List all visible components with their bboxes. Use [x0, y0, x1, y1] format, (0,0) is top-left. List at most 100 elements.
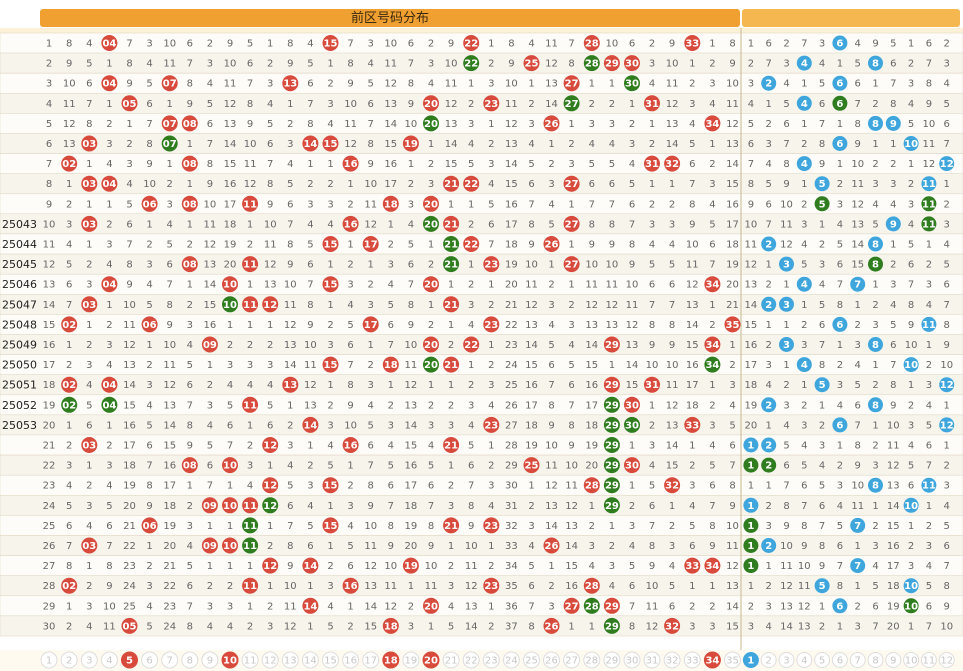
- front-select-ball[interactable]: [301, 651, 319, 669]
- front-select-number[interactable]: 5: [126, 656, 133, 667]
- back-select-number[interactable]: 12: [940, 656, 953, 667]
- back-select-number[interactable]: 1: [747, 656, 754, 667]
- front-select-number[interactable]: 34: [705, 656, 719, 667]
- back-select-ball[interactable]: [920, 652, 937, 668]
- back-select-number[interactable]: 3: [783, 656, 789, 667]
- back-omission-count: 2: [944, 199, 950, 210]
- draw-row: 30 2 4 11 05 5 24 8 4 4 2 3 12 1 5 2 15 18 3 1 5 14 2 37 8 26 1 1 29…: [0, 615, 963, 637]
- back-select-ball[interactable]: [742, 652, 759, 668]
- front-select-number[interactable]: 7: [167, 656, 173, 667]
- back-select-ball[interactable]: [903, 652, 920, 668]
- front-select-ball[interactable]: [683, 651, 701, 669]
- front-select-ball[interactable]: [563, 651, 581, 669]
- front-select-ball[interactable]: [543, 651, 560, 669]
- front-select-number[interactable]: 15: [324, 656, 337, 667]
- front-select-ball[interactable]: [362, 651, 380, 669]
- back-select-number[interactable]: 5: [819, 656, 825, 667]
- back-select-ball[interactable]: [885, 652, 902, 668]
- front-select-number[interactable]: 16: [344, 656, 357, 667]
- front-select-number[interactable]: 30: [626, 656, 639, 667]
- back-select-number[interactable]: 10: [905, 656, 918, 667]
- front-select-number[interactable]: 23: [485, 656, 498, 667]
- front-select-ball[interactable]: [121, 651, 138, 669]
- front-select-ball[interactable]: [322, 651, 339, 669]
- back-select-number[interactable]: 4: [801, 656, 807, 667]
- back-select-ball[interactable]: [867, 652, 884, 668]
- front-select-number[interactable]: 24: [505, 656, 518, 667]
- front-select-ball[interactable]: [40, 651, 58, 669]
- front-select-number[interactable]: 27: [565, 656, 578, 667]
- front-select-ball[interactable]: [161, 651, 179, 669]
- back-select-number[interactable]: 6: [837, 656, 843, 667]
- front-select-ball[interactable]: [261, 651, 279, 669]
- front-select-ball[interactable]: [643, 651, 661, 669]
- front-select-ball[interactable]: [703, 651, 721, 669]
- back-select-ball[interactable]: [814, 652, 831, 668]
- front-select-number[interactable]: 20: [424, 656, 438, 667]
- back-select-number[interactable]: 7: [855, 656, 861, 667]
- back-select-ball[interactable]: [760, 652, 777, 668]
- front-select-number[interactable]: 19: [405, 656, 418, 667]
- back-select-ball[interactable]: [796, 652, 813, 668]
- front-select-number[interactable]: 6: [146, 656, 152, 667]
- front-select-ball[interactable]: [221, 651, 239, 669]
- front-select-number[interactable]: 3: [86, 656, 92, 667]
- front-select-number[interactable]: 32: [666, 656, 679, 667]
- front-select-number[interactable]: 26: [545, 656, 558, 667]
- front-select-ball[interactable]: [241, 651, 259, 669]
- back-select-ball[interactable]: [938, 652, 955, 668]
- front-select-number[interactable]: 12: [264, 656, 277, 667]
- back-select-ball[interactable]: [849, 652, 866, 668]
- front-select-ball[interactable]: [724, 651, 741, 669]
- back-select-number[interactable]: 9: [890, 656, 896, 667]
- back-select-number[interactable]: 2: [766, 656, 772, 667]
- front-select-number[interactable]: 29: [606, 656, 619, 667]
- front-select-number[interactable]: 35: [726, 656, 739, 667]
- front-select-number[interactable]: 14: [304, 656, 317, 667]
- front-select-number[interactable]: 25: [525, 656, 538, 667]
- front-select-ball[interactable]: [603, 651, 621, 669]
- front-select-number[interactable]: 8: [187, 656, 193, 667]
- front-select-ball[interactable]: [442, 651, 460, 669]
- front-select-number[interactable]: 17: [364, 656, 377, 667]
- front-select-number[interactable]: 33: [686, 656, 699, 667]
- front-select-number[interactable]: 2: [66, 656, 72, 667]
- front-select-ball[interactable]: [201, 651, 219, 669]
- front-select-ball[interactable]: [502, 651, 520, 669]
- back-drawn-ball: [761, 397, 777, 413]
- front-select-ball[interactable]: [382, 651, 400, 669]
- front-select-ball[interactable]: [663, 651, 681, 669]
- front-select-number[interactable]: 11: [244, 656, 257, 667]
- front-select-ball[interactable]: [583, 651, 601, 669]
- back-select-number[interactable]: 11: [923, 656, 936, 667]
- front-select-number[interactable]: 21: [445, 656, 458, 667]
- back-drawn-number: 1: [747, 561, 754, 572]
- front-select-ball[interactable]: [342, 651, 360, 669]
- front-select-number[interactable]: 18: [384, 656, 398, 667]
- front-select-ball[interactable]: [482, 651, 500, 669]
- front-select-number[interactable]: 28: [585, 656, 598, 667]
- front-select-number[interactable]: 1: [46, 656, 52, 667]
- front-select-ball[interactable]: [462, 651, 480, 669]
- back-select-number[interactable]: 8: [872, 656, 878, 667]
- front-select-ball[interactable]: [523, 651, 540, 669]
- front-select-ball[interactable]: [623, 651, 641, 669]
- front-select-ball[interactable]: [402, 651, 420, 669]
- front-select-ball[interactable]: [80, 651, 98, 669]
- front-select-number[interactable]: 4: [106, 656, 112, 667]
- back-select-ball[interactable]: [778, 652, 795, 668]
- front-select-ball[interactable]: [60, 651, 78, 669]
- front-omission-count: 9: [408, 99, 414, 110]
- front-select-number[interactable]: 13: [284, 656, 297, 667]
- front-select-ball[interactable]: [181, 651, 199, 669]
- front-select-number[interactable]: 10: [223, 656, 237, 667]
- front-select-ball[interactable]: [281, 651, 299, 669]
- front-select-ball[interactable]: [100, 651, 118, 669]
- front-select-number[interactable]: 9: [207, 656, 213, 667]
- back-select-ball[interactable]: [831, 652, 848, 668]
- front-select-ball[interactable]: [422, 651, 440, 669]
- front-drawn-ball: [342, 577, 359, 594]
- front-select-number[interactable]: 22: [465, 656, 478, 667]
- front-select-number[interactable]: 31: [646, 656, 659, 667]
- front-select-ball[interactable]: [141, 651, 159, 669]
